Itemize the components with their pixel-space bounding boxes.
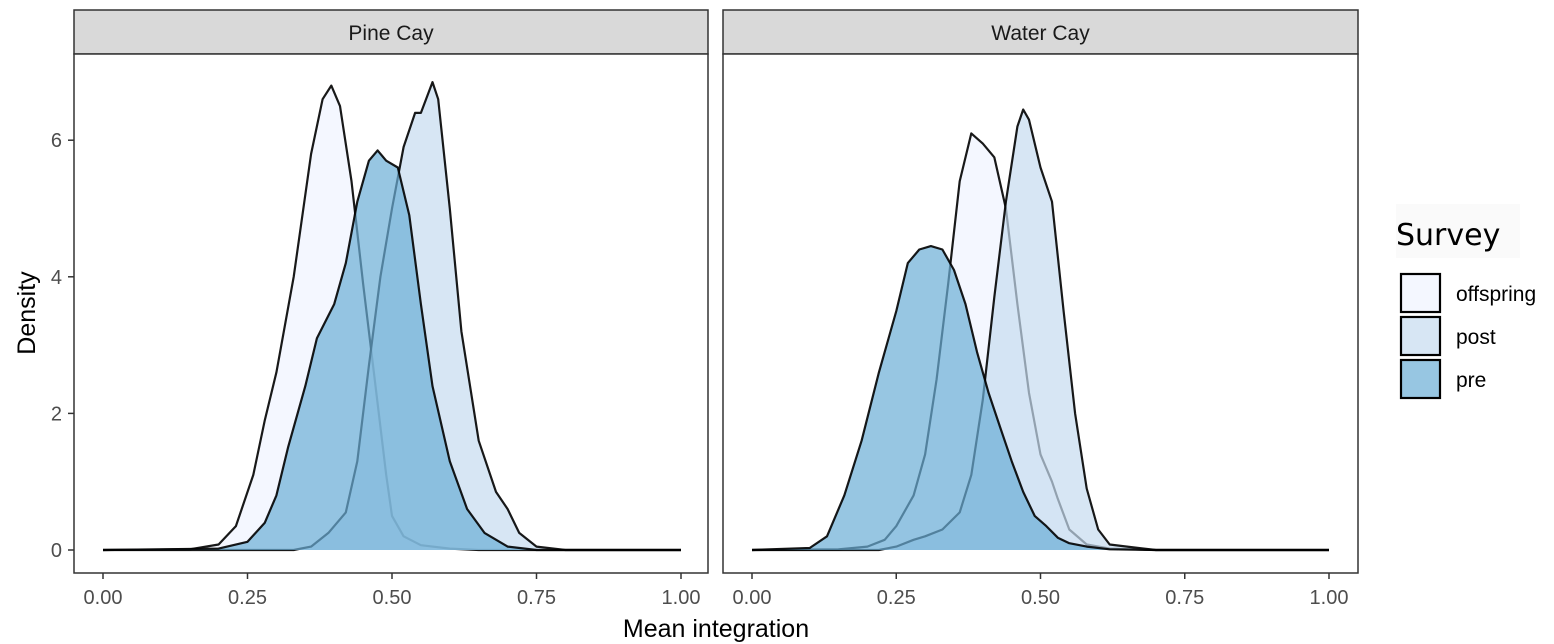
x-tick-label: 1.00 — [662, 587, 701, 609]
legend-label-offspring: offspring — [1456, 283, 1536, 306]
x-tick-label: 1.00 — [1310, 587, 1349, 609]
legend: Survey offspring post pre — [1396, 204, 1536, 400]
panel-pine-cay: Pine Cay 0.00 0.25 0.50 0.75 1.00 0 2 4 6 — [51, 9, 709, 609]
x-tick-label: 0.00 — [733, 587, 772, 609]
legend-swatch-post — [1399, 315, 1442, 357]
x-tick-label: 0.00 — [84, 587, 123, 609]
y-tick-label: 0 — [51, 540, 62, 562]
x-axis-title: Mean integration — [623, 615, 809, 643]
x-tick-label: 0.50 — [1021, 587, 1060, 609]
strip-background — [73, 9, 709, 55]
density-area-post — [752, 109, 1329, 550]
density-area-pre — [103, 150, 681, 550]
legend-label-pre: pre — [1456, 369, 1486, 392]
strip-label: Pine Cay — [348, 22, 434, 45]
x-tick-label: 0.50 — [373, 587, 412, 609]
legend-swatch-pre — [1399, 358, 1442, 400]
y-tick-label: 2 — [51, 403, 62, 425]
x-tick-label: 0.25 — [877, 587, 916, 609]
x-tick-label: 0.25 — [228, 587, 267, 609]
legend-title-background — [1396, 204, 1520, 258]
y-axis-title: Density — [13, 271, 41, 355]
x-tick-label: 0.75 — [517, 587, 556, 609]
panel-water-cay: Water Cay 0.00 0.25 0.50 0.75 1.00 — [722, 9, 1359, 609]
panel-border — [73, 53, 709, 574]
y-tick-label: 6 — [51, 130, 62, 152]
strip-label: Water Cay — [991, 22, 1090, 45]
y-tick-label: 4 — [51, 267, 62, 289]
legend-label-post: post — [1456, 326, 1496, 349]
density-line-pre — [751, 245, 1329, 552]
density-line-pre — [102, 149, 681, 552]
legend-title: Survey — [1396, 218, 1500, 253]
strip-background — [722, 9, 1359, 55]
density-area-pre — [752, 246, 1329, 550]
x-tick-label: 0.75 — [1165, 587, 1204, 609]
legend-swatch-offspring — [1399, 272, 1442, 314]
